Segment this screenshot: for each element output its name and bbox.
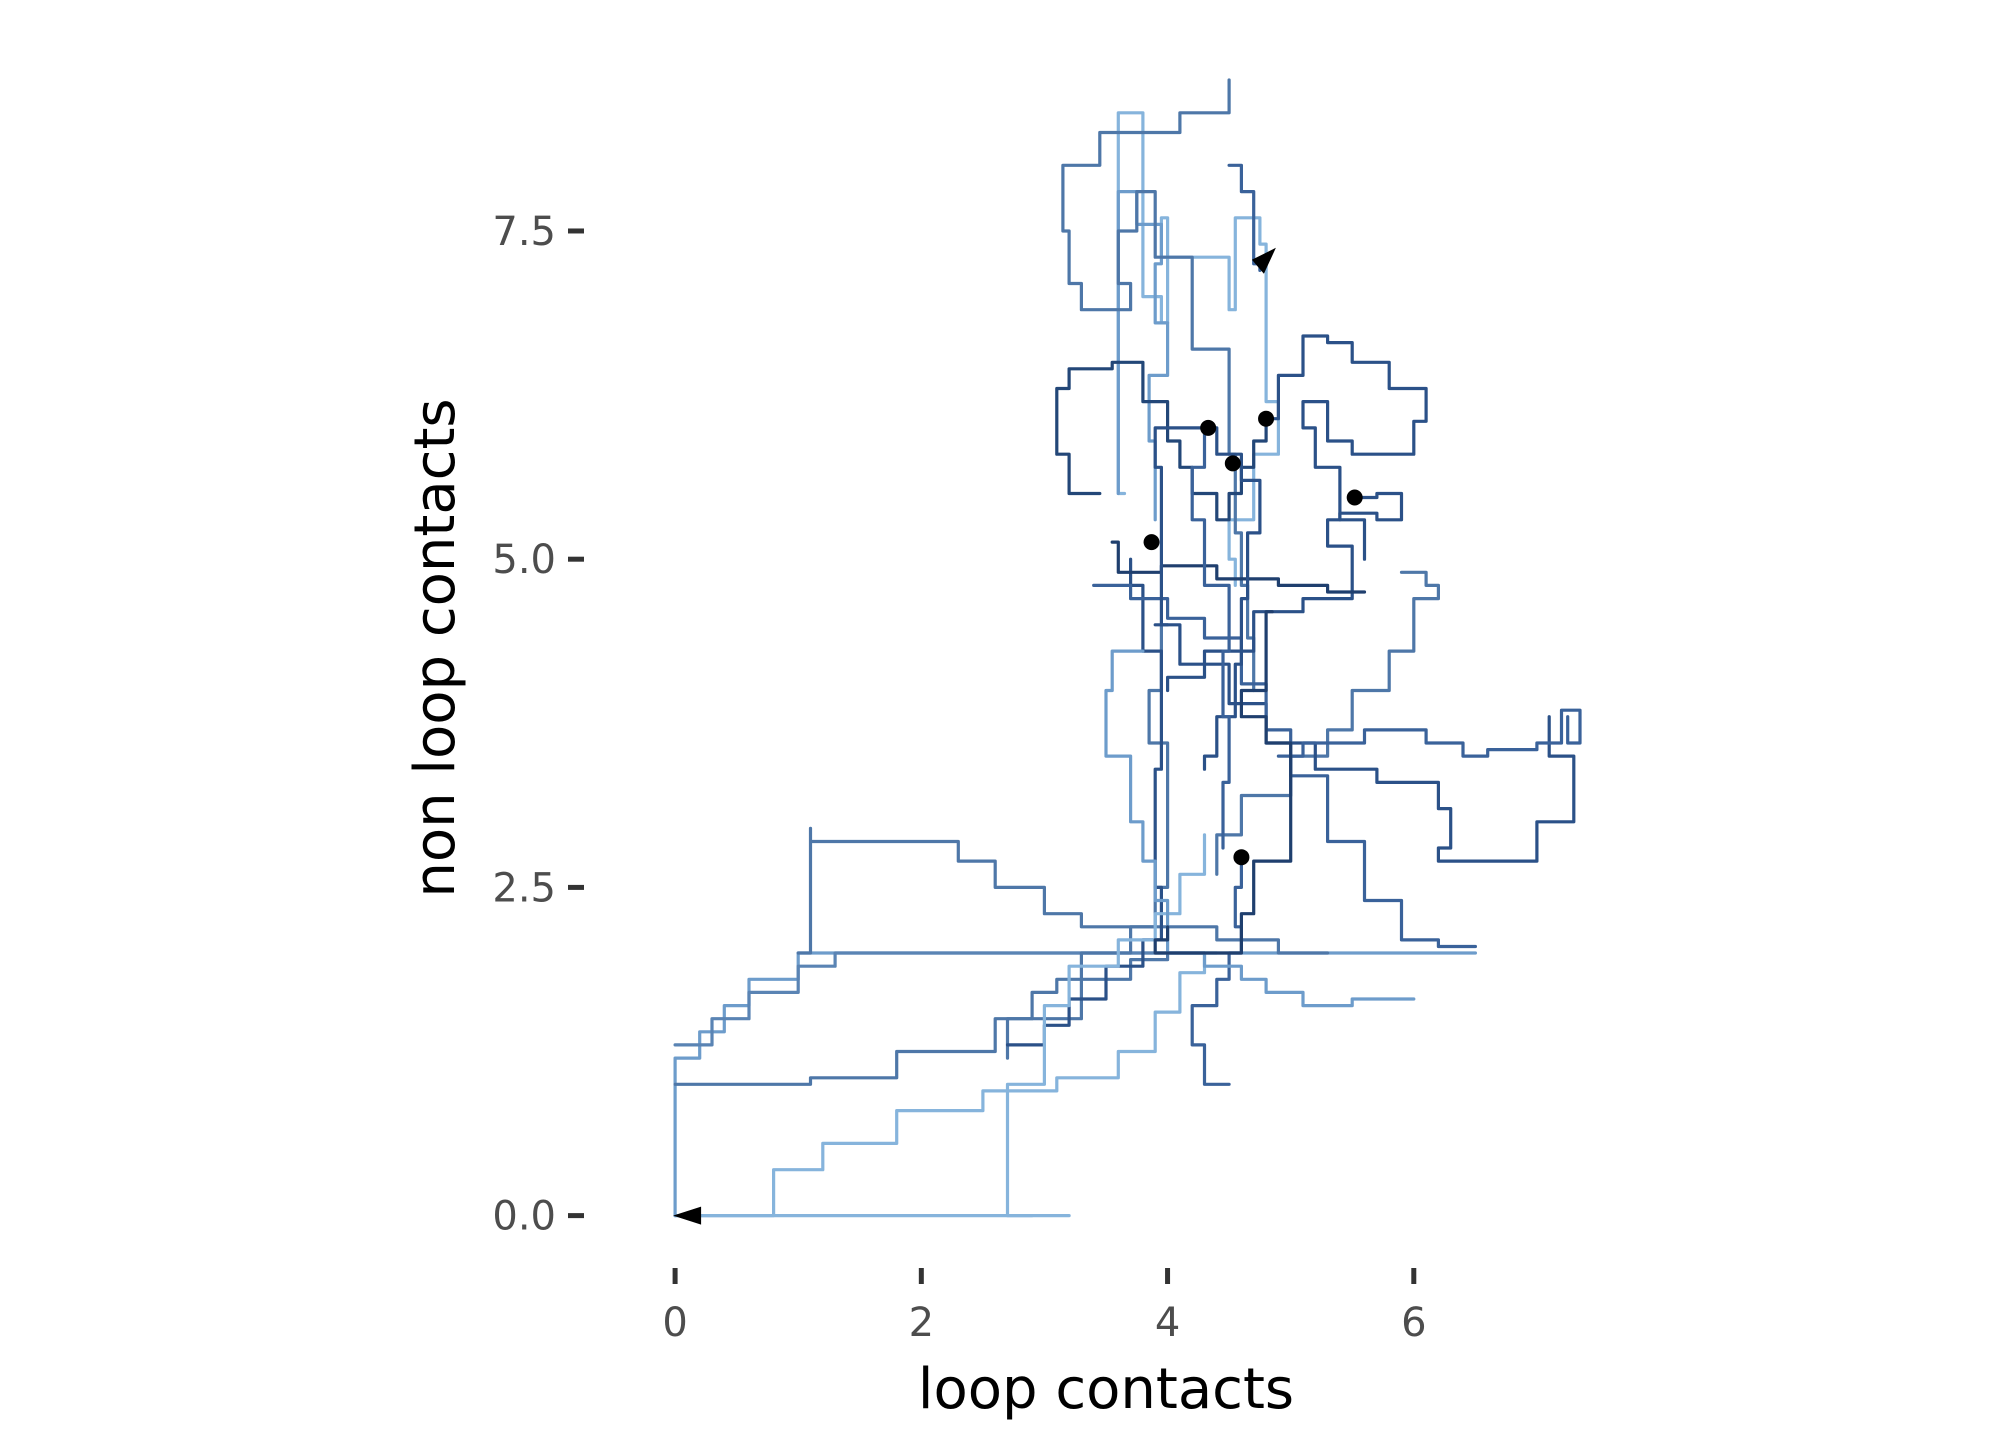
trajectory-line-12 [1116, 111, 1280, 587]
trajectory-line-1 [673, 951, 1219, 1218]
trajectory-line-7 [1005, 623, 1170, 1060]
end-point-2 [1224, 455, 1241, 472]
trajectory-line-23 [1110, 540, 1367, 594]
trajectory-line-17 [1264, 334, 1428, 561]
trajectory-line-4 [673, 951, 1207, 1086]
trajectory-line-5 [673, 951, 1170, 1047]
end-point-4 [1346, 489, 1363, 506]
trajectory-line-22 [1092, 583, 1477, 949]
x-tick-label-6: 6 [1401, 1300, 1426, 1346]
trajectory-line-21 [1276, 708, 1582, 758]
y-tick-label-5: 5.0 [492, 537, 556, 583]
y-tick-label-7.5: 7.5 [492, 209, 556, 255]
trajectory-line-20 [1153, 623, 1576, 863]
end-point-6 [1233, 849, 1250, 866]
trajectory-line-14 [1061, 78, 1256, 693]
trajectory-lines [673, 78, 1582, 1218]
trajectory-line-9 [1005, 833, 1207, 1218]
x-tick-label-4: 4 [1155, 1300, 1180, 1346]
end-point-1 [1200, 419, 1217, 436]
trajectory-line-6 [796, 826, 1330, 955]
x-tick-label-0: 0 [662, 1300, 687, 1346]
y-tick-label-2.5: 2.5 [492, 865, 556, 911]
trajectory-line-19 [1215, 570, 1440, 876]
trajectory-line-8 [1005, 557, 1163, 1047]
x-tick-label-2: 2 [909, 1300, 934, 1346]
x-axis: 0 2 4 6 [662, 1268, 1427, 1346]
start-arrow-1 [673, 1206, 702, 1225]
trajectory-line-25 [1190, 426, 1231, 850]
trajectory-line-10 [1190, 855, 1243, 1086]
end-point-3 [1258, 410, 1275, 427]
end-point-5 [1143, 534, 1160, 551]
trajectory-markers [673, 247, 1363, 1225]
start-arrow-2 [1251, 247, 1276, 274]
y-axis: 0.0 2.5 5.0 7.5 [492, 209, 584, 1240]
x-axis-title: loop contacts [918, 1357, 1294, 1422]
trajectory-line-18 [1166, 491, 1404, 693]
trajectory-line-26 [1153, 610, 1293, 955]
y-tick-label-0: 0.0 [492, 1194, 556, 1240]
y-axis-title: non loop contacts [403, 398, 468, 897]
